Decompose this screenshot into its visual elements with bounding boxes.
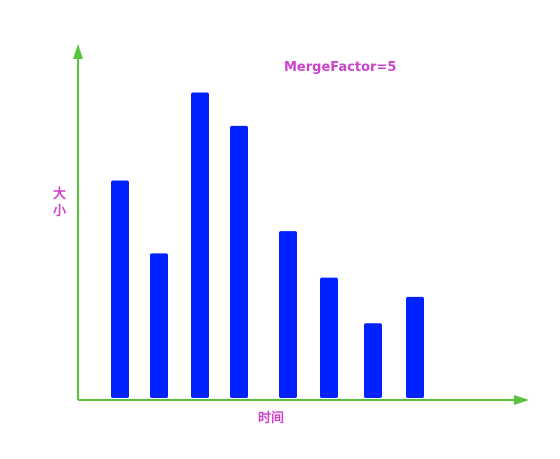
y-axis-label-char: 小 bbox=[53, 204, 66, 219]
x-axis-arrow-icon bbox=[514, 395, 529, 405]
bars-layer bbox=[111, 92, 424, 399]
chart-annotation: MergeFactor=5 bbox=[284, 60, 396, 75]
bar-4 bbox=[230, 125, 248, 399]
y-axis-label: 大小 bbox=[53, 186, 66, 219]
x-axis-label: 时间 bbox=[258, 410, 284, 426]
bar-3 bbox=[191, 92, 209, 398]
bar-8 bbox=[406, 296, 424, 398]
y-axis-arrow-icon bbox=[73, 44, 83, 59]
bar-5 bbox=[279, 231, 297, 398]
bar-2 bbox=[150, 253, 168, 398]
bar-1 bbox=[111, 180, 129, 398]
y-axis-label-char: 大 bbox=[53, 186, 66, 202]
bar-6 bbox=[320, 277, 338, 398]
bar-7 bbox=[364, 323, 382, 398]
